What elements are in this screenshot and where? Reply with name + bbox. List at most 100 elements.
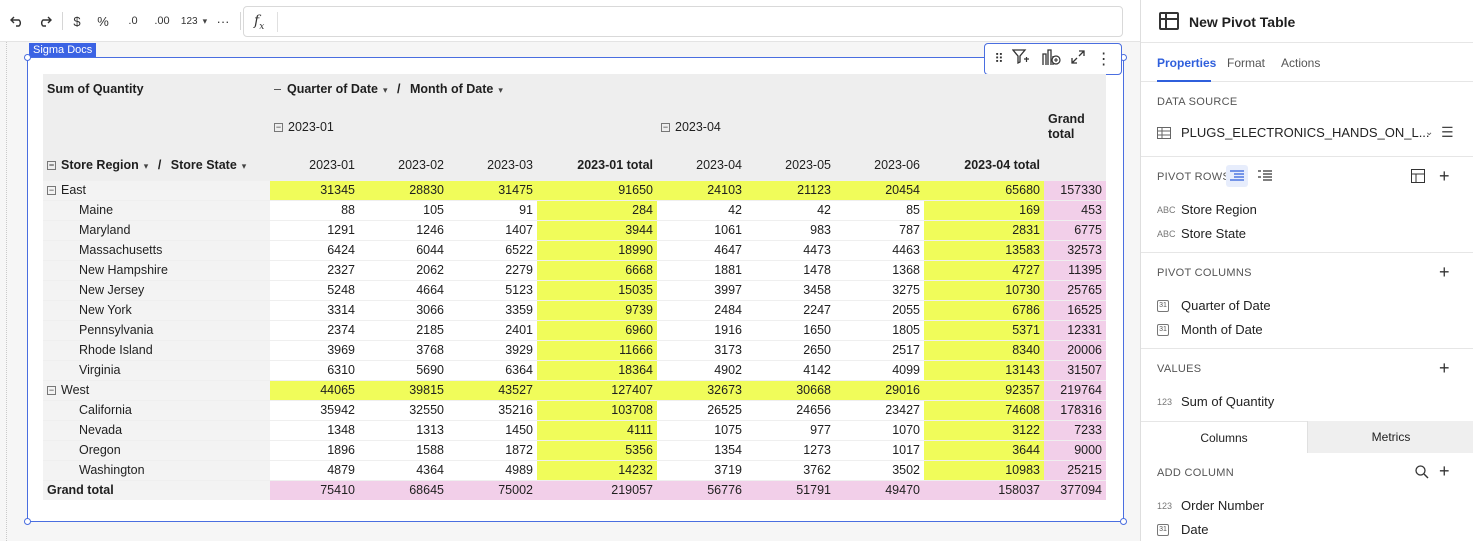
value-cell[interactable]: 10983: [924, 459, 1044, 480]
add-pivot-row-button[interactable]: +: [1439, 166, 1450, 186]
value-cell[interactable]: 10730: [924, 279, 1044, 300]
collapse-icon[interactable]: −: [47, 159, 56, 170]
value-cell[interactable]: 3997: [657, 279, 746, 300]
add-column-button[interactable]: +: [1439, 461, 1450, 481]
tab-actions[interactable]: Actions: [1281, 56, 1321, 70]
value-cell[interactable]: 35942: [270, 399, 359, 420]
value-cell[interactable]: 4879: [270, 459, 359, 480]
value-cell[interactable]: 31475: [448, 179, 537, 200]
collapse-icon[interactable]: −: [274, 122, 283, 133]
pivot-row-field[interactable]: ABC Store Region: [1157, 202, 1257, 217]
value-cell[interactable]: 4111: [537, 419, 657, 440]
value-cell[interactable]: 103708: [537, 399, 657, 420]
percent-format-button[interactable]: %: [97, 13, 109, 29]
value-cell[interactable]: 4664: [359, 279, 448, 300]
month-header[interactable]: 2023-01 total: [577, 157, 653, 172]
value-cell[interactable]: 1354: [657, 439, 746, 460]
chevron-down-icon[interactable]: ⌄: [1425, 127, 1434, 138]
value-cell[interactable]: 3969: [270, 339, 359, 360]
list-icon[interactable]: ☰: [1441, 124, 1454, 140]
chevron-down-icon[interactable]: ▾: [383, 85, 388, 95]
indent-layout-icon[interactable]: [1226, 165, 1248, 187]
state-label[interactable]: California: [43, 399, 270, 420]
outline-layout-icon[interactable]: [1258, 170, 1272, 185]
value-cell[interactable]: 1246: [359, 219, 448, 240]
value-cell[interactable]: 29016: [835, 379, 924, 400]
value-cell[interactable]: 1061: [657, 219, 746, 240]
month-header[interactable]: 2023-01: [309, 157, 355, 172]
value-cell[interactable]: 2055: [835, 299, 924, 320]
grand-total-cell[interactable]: 75410: [270, 479, 359, 500]
collapse-icon[interactable]: −: [47, 385, 56, 396]
value-cell[interactable]: 6364: [448, 359, 537, 380]
value-cell[interactable]: 9000: [1044, 439, 1106, 460]
resize-handle[interactable]: [1120, 518, 1127, 525]
quarter-header[interactable]: −2023-01: [274, 120, 334, 134]
state-label[interactable]: New Jersey: [43, 279, 270, 300]
value-cell[interactable]: 74608: [924, 399, 1044, 420]
state-label[interactable]: Maine: [43, 199, 270, 220]
region-label[interactable]: − West: [43, 379, 270, 400]
value-cell[interactable]: 5248: [270, 279, 359, 300]
more-options-button[interactable]: ···: [216, 13, 230, 29]
month-header[interactable]: 2023-03: [487, 157, 533, 172]
value-cell[interactable]: 2650: [746, 339, 835, 360]
grand-total-cell[interactable]: 219057: [537, 479, 657, 500]
value-cell[interactable]: 18990: [537, 239, 657, 260]
row-field-state[interactable]: Store State: [170, 157, 237, 172]
column-field[interactable]: 123 Order Number: [1157, 498, 1265, 513]
value-cell[interactable]: 39815: [359, 379, 448, 400]
search-icon[interactable]: [1415, 465, 1429, 482]
grand-total-cell[interactable]: 68645: [359, 479, 448, 500]
value-cell[interactable]: 4142: [746, 359, 835, 380]
grand-total-cell[interactable]: 75002: [448, 479, 537, 500]
value-cell[interactable]: 2374: [270, 319, 359, 340]
state-label[interactable]: Nevada: [43, 419, 270, 440]
number-format-dropdown[interactable]: 123 ▾: [180, 8, 208, 34]
value-cell[interactable]: 11666: [537, 339, 657, 360]
increase-decimal-button[interactable]: .00: [154, 15, 170, 27]
add-value-button[interactable]: +: [1439, 358, 1450, 378]
month-header[interactable]: 2023-06: [874, 157, 920, 172]
value-cell[interactable]: 3173: [657, 339, 746, 360]
value-cell[interactable]: 3359: [448, 299, 537, 320]
month-header[interactable]: 2023-05: [785, 157, 831, 172]
value-cell[interactable]: 20454: [835, 179, 924, 200]
value-cell[interactable]: 6775: [1044, 219, 1106, 240]
value-cell[interactable]: 284: [537, 199, 657, 220]
value-cell[interactable]: 2185: [359, 319, 448, 340]
value-cell[interactable]: 1805: [835, 319, 924, 340]
value-cell[interactable]: 1881: [657, 259, 746, 280]
row-header-fields[interactable]: − Store Region ▾ / Store State ▾: [47, 157, 247, 172]
value-cell[interactable]: 1650: [746, 319, 835, 340]
value-cell[interactable]: 91: [448, 199, 537, 220]
quarter-header[interactable]: −2023-04: [661, 120, 721, 134]
grand-total-cell[interactable]: 56776: [657, 479, 746, 500]
value-cell[interactable]: 44065: [270, 379, 359, 400]
grand-total-cell[interactable]: 377094: [1044, 479, 1106, 500]
value-cell[interactable]: 5123: [448, 279, 537, 300]
value-cell[interactable]: 6786: [924, 299, 1044, 320]
value-cell[interactable]: 1273: [746, 439, 835, 460]
value-cell[interactable]: 4099: [835, 359, 924, 380]
value-cell[interactable]: 32673: [657, 379, 746, 400]
chevron-down-icon[interactable]: ▾: [241, 160, 247, 171]
value-cell[interactable]: 6668: [537, 259, 657, 280]
value-cell[interactable]: 127407: [537, 379, 657, 400]
value-cell[interactable]: 23427: [835, 399, 924, 420]
value-cell[interactable]: 1896: [270, 439, 359, 460]
value-cell[interactable]: 4463: [835, 239, 924, 260]
value-cell[interactable]: 3122: [924, 419, 1044, 440]
value-cell[interactable]: 32573: [1044, 239, 1106, 260]
value-cell[interactable]: 25765: [1044, 279, 1106, 300]
decrease-decimal-button[interactable]: .0: [128, 15, 138, 27]
value-cell[interactable]: 43527: [448, 379, 537, 400]
value-cell[interactable]: 18364: [537, 359, 657, 380]
column-header-fields[interactable]: Quarter of Date ▾ / Month of Date ▾: [270, 74, 1106, 104]
grand-total-cell[interactable]: 49470: [835, 479, 924, 500]
value-cell[interactable]: 13583: [924, 239, 1044, 260]
value-cell[interactable]: 2484: [657, 299, 746, 320]
value-cell[interactable]: 157330: [1044, 179, 1106, 200]
state-label[interactable]: Pennsylvania: [43, 319, 270, 340]
value-cell[interactable]: 31507: [1044, 359, 1106, 380]
